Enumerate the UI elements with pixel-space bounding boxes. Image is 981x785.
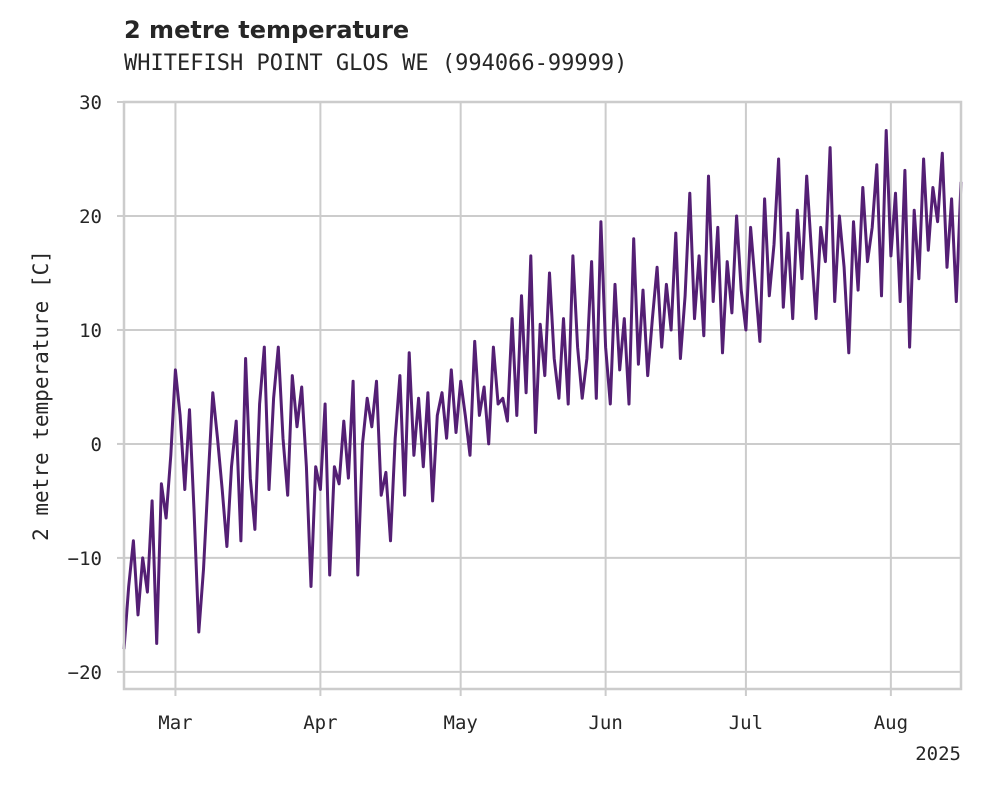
- x-tick-label: Mar: [158, 712, 192, 734]
- chart-title: 2 metre temperature: [124, 16, 410, 44]
- y-tick-label: 20: [79, 206, 102, 228]
- y-axis: −20 −10 0 10 20 30: [68, 92, 124, 684]
- x-tick-label: Apr: [303, 712, 337, 734]
- x-tick-label: Aug: [874, 712, 908, 734]
- x-axis: Mar Apr May Jun Jul Aug: [158, 689, 908, 734]
- y-tick-label: −10: [68, 548, 102, 570]
- y-tick-label: 0: [91, 434, 102, 456]
- series-layer: [122, 129, 963, 650]
- y-tick-label: −20: [68, 662, 102, 684]
- x-tick-label: Jun: [588, 712, 622, 734]
- y-axis-label: 2 metre temperature [C]: [29, 250, 53, 541]
- x-tick-label: May: [444, 712, 478, 734]
- chart-subtitle: WHITEFISH POINT GLOS WE (994066-99999): [124, 51, 628, 76]
- gridlines: [124, 101, 961, 689]
- temperature-series-line: [122, 129, 963, 650]
- y-tick-label: 10: [79, 320, 102, 342]
- plot-frame: [122, 100, 963, 691]
- x-tick-label: Jul: [729, 712, 763, 734]
- y-tick-label: 30: [79, 92, 102, 114]
- x-axis-year-label: 2025: [915, 743, 961, 765]
